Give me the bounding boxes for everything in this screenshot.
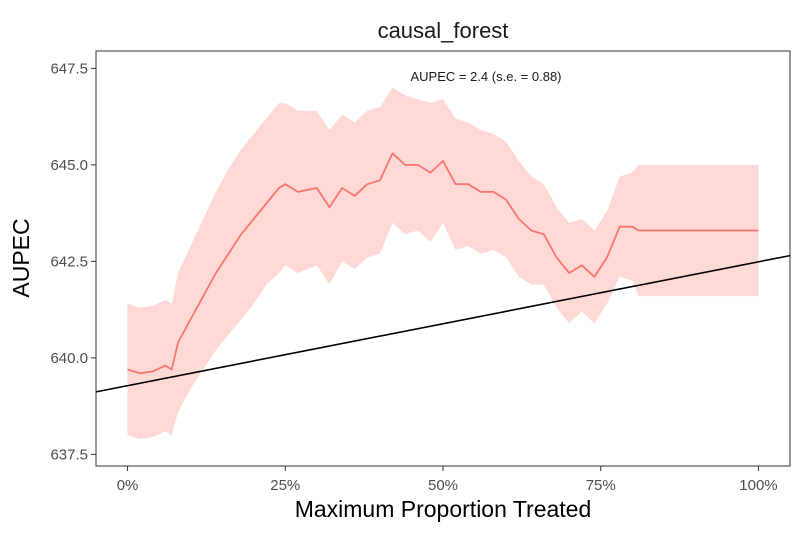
x-tick-label: 50% [428, 477, 458, 494]
chart-title: causal_forest [378, 18, 509, 43]
axes-layer: 637.5 640.0 642.5 645.0 647.5 0% 25% 50% 75% 100% [50, 60, 777, 494]
x-tick-label: 75% [586, 477, 616, 494]
y-axis-title: AUPEC [8, 218, 34, 297]
x-tick-label: 0% [117, 477, 139, 494]
y-tick-label: 637.5 [50, 446, 88, 463]
aupec-curve-line [127, 152, 759, 375]
y-tick-label: 645.0 [50, 157, 88, 174]
y-tick-label: 640.0 [50, 350, 88, 367]
x-axis-title: Maximum Proportion Treated [295, 496, 592, 522]
x-tick-label: 25% [270, 477, 300, 494]
y-tick-label: 642.5 [50, 253, 88, 270]
y-tick-label: 647.5 [50, 60, 88, 77]
aupec-annotation: AUPEC = 2.4 (s.e. = 0.88) [410, 69, 561, 84]
baseline-line [96, 254, 790, 393]
confidence-band [127, 87, 759, 439]
plot-layer [96, 87, 790, 439]
x-tick-label: 100% [739, 477, 777, 494]
